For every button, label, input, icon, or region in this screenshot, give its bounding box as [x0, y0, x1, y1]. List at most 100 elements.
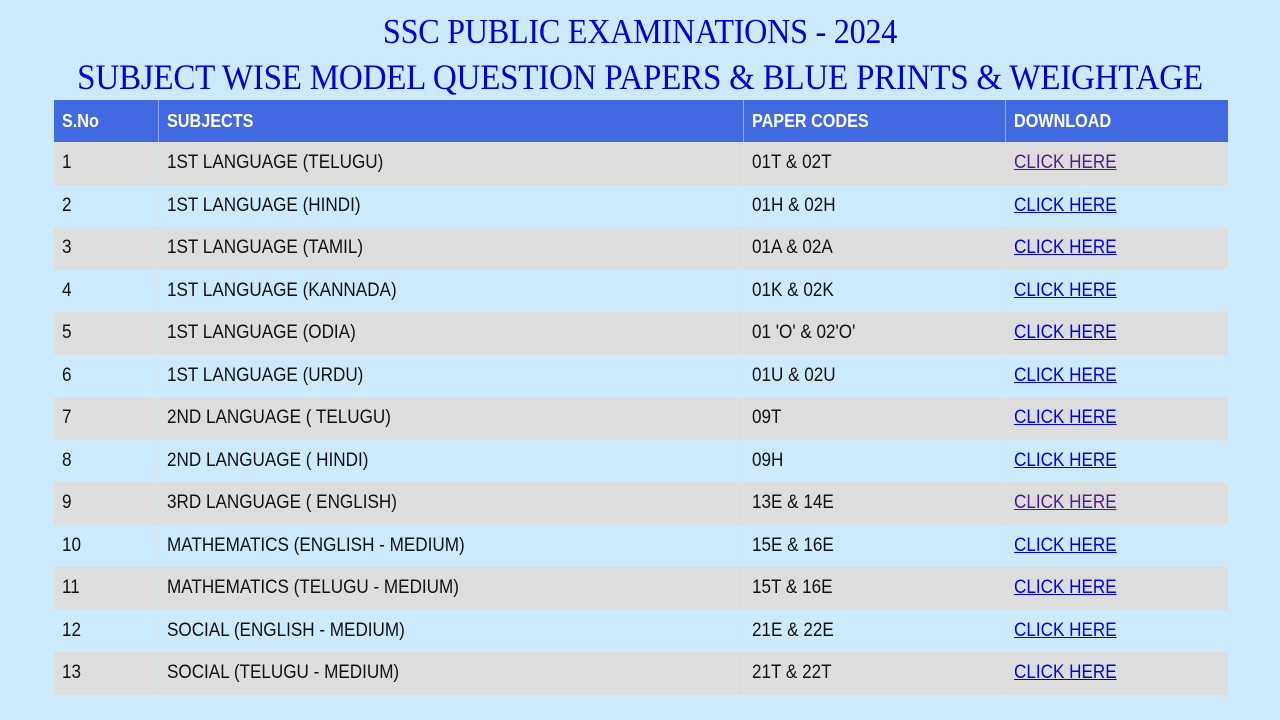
column-header-subjects: SUBJECTS	[158, 100, 744, 142]
paper-codes-text: 09H	[751, 449, 783, 471]
table-row: 2 1ST LANGUAGE (HINDI) 01H & 02H CLICK HERE	[54, 184, 1228, 227]
paper-codes-text: 15E & 16E	[751, 534, 834, 556]
table-row: 8 2ND LANGUAGE ( HINDI) 09H CLICK HERE	[54, 439, 1228, 482]
download-link[interactable]: CLICK HERE	[1013, 534, 1117, 556]
subject-text: 1ST LANGUAGE (KANNADA)	[166, 279, 397, 301]
cell-paper-codes: 15T & 16E	[743, 567, 1006, 610]
paper-codes-text: 01A & 02A	[751, 237, 833, 259]
paper-codes-text: 21E & 22E	[751, 619, 834, 641]
table-row: 3 1ST LANGUAGE (TAMIL) 01A & 02A CLICK HERE	[54, 227, 1228, 270]
subject-text: SOCIAL (ENGLISH - MEDIUM)	[166, 619, 405, 641]
sno-text: 7	[62, 407, 72, 429]
cell-sno: 11	[54, 567, 159, 610]
table-row: 9 3RD LANGUAGE ( ENGLISH) 13E & 14E CLICK H…	[54, 482, 1228, 525]
download-link[interactable]: CLICK HERE	[1013, 364, 1117, 386]
model-papers-table: S.No SUBJECTS PAPER CODES DOWNLOAD 1 1ST …	[54, 100, 1228, 695]
cell-paper-codes: 13E & 14E	[743, 482, 1006, 525]
download-link[interactable]: CLICK HERE	[1013, 619, 1117, 641]
paper-codes-text: 21T & 22T	[751, 662, 832, 684]
cell-subject: 2ND LANGUAGE ( HINDI)	[158, 439, 744, 482]
cell-download: CLICK HERE	[1005, 397, 1228, 440]
paper-codes-text: 15T & 16E	[751, 577, 832, 599]
cell-download: CLICK HERE	[1005, 439, 1228, 482]
cell-sno: 3	[54, 227, 159, 270]
cell-subject: 3RD LANGUAGE ( ENGLISH)	[158, 482, 744, 525]
cell-download: CLICK HERE	[1005, 227, 1228, 270]
cell-paper-codes: 01U & 02U	[743, 354, 1006, 397]
download-link[interactable]: CLICK HERE	[1013, 662, 1117, 684]
column-header-label: PAPER CODES	[751, 110, 869, 131]
sno-text: 12	[62, 619, 82, 641]
sno-text: 10	[62, 534, 82, 556]
cell-download: CLICK HERE	[1005, 142, 1228, 185]
cell-download: CLICK HERE	[1005, 524, 1228, 567]
table-row: 1 1ST LANGUAGE (TELUGU) 01T & 02T CLICK HER…	[54, 142, 1228, 185]
sno-text: 6	[62, 364, 72, 386]
subject-text: SOCIAL (TELUGU - MEDIUM)	[166, 662, 399, 684]
subject-text: 1ST LANGUAGE (TELUGU)	[166, 152, 383, 174]
cell-download: CLICK HERE	[1005, 312, 1228, 355]
cell-paper-codes: 01K & 02K	[743, 269, 1006, 312]
download-link[interactable]: CLICK HERE	[1013, 152, 1117, 174]
table-row: 11 MATHEMATICS (TELUGU - MEDIUM) 15T & 16E…	[54, 567, 1228, 610]
download-link[interactable]: CLICK HERE	[1013, 407, 1117, 429]
paper-codes-text: 01H & 02H	[751, 194, 836, 216]
cell-subject: 1ST LANGUAGE (ODIA)	[158, 312, 744, 355]
cell-download: CLICK HERE	[1005, 269, 1228, 312]
cell-sno: 10	[54, 524, 159, 567]
cell-paper-codes: 01T & 02T	[743, 142, 1006, 185]
download-link[interactable]: CLICK HERE	[1013, 322, 1117, 344]
subject-text: 2ND LANGUAGE ( TELUGU)	[166, 407, 391, 429]
cell-sno: 7	[54, 397, 159, 440]
download-link[interactable]: CLICK HERE	[1013, 492, 1117, 514]
cell-paper-codes: 01 'O' & 02'O'	[743, 312, 1006, 355]
download-link[interactable]: CLICK HERE	[1013, 279, 1117, 301]
subject-text: 1ST LANGUAGE (HINDI)	[166, 194, 361, 216]
cell-sno: 12	[54, 609, 159, 652]
table-row: 13 SOCIAL (TELUGU - MEDIUM) 21T & 22T CLICK…	[54, 652, 1228, 695]
cell-sno: 5	[54, 312, 159, 355]
cell-sno: 1	[54, 142, 159, 185]
cell-sno: 4	[54, 269, 159, 312]
page-subtitle: SUBJECT WISE MODEL QUESTION PAPERS & BLU…	[77, 57, 1203, 97]
column-header-download: DOWNLOAD	[1005, 100, 1228, 142]
download-link[interactable]: CLICK HERE	[1013, 194, 1117, 216]
subject-text: MATHEMATICS (ENGLISH - MEDIUM)	[166, 534, 465, 556]
paper-codes-text: 01U & 02U	[751, 364, 836, 386]
cell-subject: 1ST LANGUAGE (KANNADA)	[158, 269, 744, 312]
cell-subject: SOCIAL (TELUGU - MEDIUM)	[158, 652, 744, 695]
subject-text: 1ST LANGUAGE (TAMIL)	[166, 237, 363, 259]
cell-paper-codes: 21E & 22E	[743, 609, 1006, 652]
cell-paper-codes: 09T	[743, 397, 1006, 440]
cell-sno: 6	[54, 354, 159, 397]
page-title: SSC PUBLIC EXAMINATIONS - 2024	[382, 12, 898, 51]
cell-sno: 9	[54, 482, 159, 525]
download-link[interactable]: CLICK HERE	[1013, 449, 1117, 471]
column-header-sno: S.No	[54, 100, 159, 142]
cell-subject: 1ST LANGUAGE (HINDI)	[158, 184, 744, 227]
table-row: 7 2ND LANGUAGE ( TELUGU) 09T CLICK HERE	[54, 397, 1228, 440]
download-link[interactable]: CLICK HERE	[1013, 237, 1117, 259]
cell-paper-codes: 21T & 22T	[743, 652, 1006, 695]
cell-subject: 1ST LANGUAGE (TELUGU)	[158, 142, 744, 185]
sno-text: 13	[62, 662, 82, 684]
cell-subject: 1ST LANGUAGE (URDU)	[158, 354, 744, 397]
subject-text: 1ST LANGUAGE (ODIA)	[166, 322, 356, 344]
cell-sno: 8	[54, 439, 159, 482]
cell-subject: 1ST LANGUAGE (TAMIL)	[158, 227, 744, 270]
sno-text: 9	[62, 492, 72, 514]
paper-codes-text: 01T & 02T	[751, 152, 832, 174]
sno-text: 8	[62, 449, 72, 471]
download-link[interactable]: CLICK HERE	[1013, 577, 1117, 599]
subject-text: 3RD LANGUAGE ( ENGLISH)	[166, 492, 397, 514]
cell-download: CLICK HERE	[1005, 184, 1228, 227]
table-header-row: S.No SUBJECTS PAPER CODES DOWNLOAD	[54, 100, 1228, 142]
paper-codes-text: 01K & 02K	[751, 279, 834, 301]
cell-download: CLICK HERE	[1005, 354, 1228, 397]
column-header-paper-codes: PAPER CODES	[743, 100, 1006, 142]
cell-paper-codes: 01H & 02H	[743, 184, 1006, 227]
cell-subject: SOCIAL (ENGLISH - MEDIUM)	[158, 609, 744, 652]
subject-text: 1ST LANGUAGE (URDU)	[166, 364, 363, 386]
cell-download: CLICK HERE	[1005, 567, 1228, 610]
